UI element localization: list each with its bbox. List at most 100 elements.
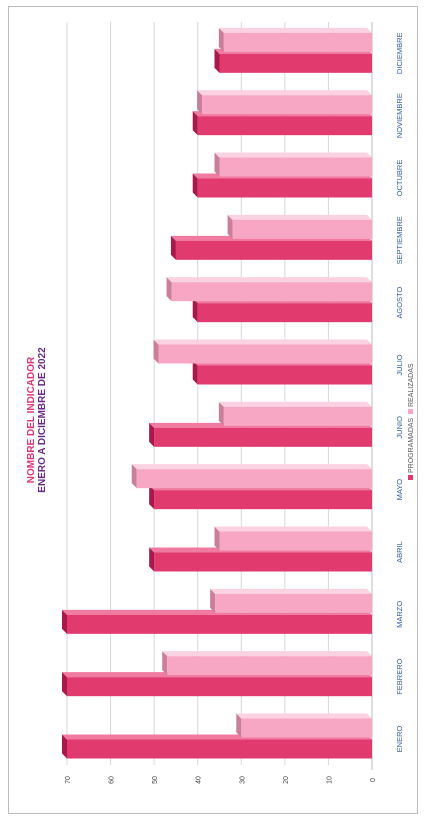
bar-cap-realizadas-julio [153, 339, 159, 364]
bar-side-realizadas-julio [153, 339, 372, 345]
category-group-julio: JULIO [395, 354, 404, 375]
chart-subtitle-group: ENERO A DICIEMBRE DE 2022 [37, 347, 48, 493]
y-tick-label-0: 0 [370, 778, 377, 782]
y-tick-label-60: 60 [109, 776, 116, 784]
y-tick-label-30: 30 [239, 776, 246, 784]
category-label-noviembre: NOVIEMBRE [395, 93, 404, 138]
legend: PROGRAMADAS REALIZADAS [408, 363, 415, 480]
bar-cap-programadas-marzo [62, 609, 67, 634]
bar-realizadas-julio [158, 344, 372, 364]
tick-group-40: 40 [196, 776, 203, 784]
bar-cap-programadas-junio [149, 422, 155, 447]
bar-side-realizadas-diciembre [218, 27, 372, 33]
bar-realizadas-noviembre [202, 95, 372, 115]
bar-cap-programadas-julio [192, 360, 198, 385]
category-label-diciembre: DICIEMBRE [395, 32, 404, 74]
category-group-agosto: AGOSTO [395, 287, 404, 319]
bar-cap-programadas-agosto [192, 298, 198, 323]
bar-cap-realizadas-agosto [166, 277, 172, 302]
bar-cap-programadas-enero [62, 734, 67, 759]
bar-programadas-enero [67, 739, 372, 759]
category-group-febrero: FEBRERO [395, 658, 404, 694]
legend-label-realizadas: REALIZADAS [408, 363, 415, 407]
category-label-febrero: FEBRERO [395, 658, 404, 694]
tick-group-70: 70 [65, 776, 72, 784]
bar-side-realizadas-marzo [210, 588, 372, 594]
bar-realizadas-diciembre [223, 32, 372, 52]
category-label-enero: ENERO [395, 725, 404, 752]
bar-side-realizadas-enero [236, 713, 372, 719]
bar-side-realizadas-febrero [162, 651, 372, 657]
category-label-septiembre: SEPTIEMBRE [395, 216, 404, 264]
tick-group-30: 30 [239, 776, 246, 784]
bar-realizadas-junio [223, 406, 372, 426]
bar-programadas-julio [197, 365, 372, 385]
category-group-abril: ABRIL [395, 541, 404, 563]
bar-programadas-abril [154, 552, 372, 572]
category-group-diciembre: DICIEMBRE [395, 32, 404, 74]
bar-realizadas-agosto [171, 282, 372, 302]
tick-group-20: 20 [283, 776, 290, 784]
tick-group-10: 10 [326, 776, 333, 784]
bar-cap-realizadas-noviembre [197, 90, 203, 115]
category-group-enero: ENERO [395, 725, 404, 752]
bar-realizadas-marzo [215, 593, 372, 613]
category-label-abril: ABRIL [395, 541, 404, 563]
bar-cap-realizadas-junio [218, 401, 224, 426]
bar-cap-programadas-mayo [149, 485, 155, 510]
bar-programadas-septiembre [175, 240, 372, 260]
bar-cap-programadas-febrero [62, 672, 67, 697]
y-tick-label-50: 50 [152, 776, 159, 784]
tick-group-50: 50 [152, 776, 159, 784]
bar-cap-realizadas-enero [236, 713, 242, 738]
bar-programadas-mayo [154, 490, 372, 510]
grid-layer [66, 22, 373, 770]
bar-cap-realizadas-mayo [131, 464, 137, 489]
bar-programadas-noviembre [197, 116, 372, 136]
bar-side-realizadas-septiembre [227, 214, 372, 220]
y-tick-label-10: 10 [326, 776, 333, 784]
category-label-agosto: AGOSTO [395, 287, 404, 319]
bar-realizadas-abril [219, 531, 372, 551]
bar-programadas-febrero [67, 677, 372, 697]
bar-cap-realizadas-abril [214, 526, 220, 551]
bar-side-realizadas-mayo [131, 464, 372, 470]
bar-side-realizadas-noviembre [197, 90, 372, 96]
bar-side-realizadas-junio [218, 401, 372, 407]
bar-cap-programadas-octubre [192, 173, 198, 198]
bar-side-realizadas-abril [214, 526, 372, 532]
category-group-marzo: MARZO [395, 601, 404, 628]
bar-programadas-agosto [197, 303, 372, 323]
chart-title: NOMBRE DEL INDICADOR [26, 356, 37, 483]
bar-cap-programadas-septiembre [170, 235, 176, 260]
bar-programadas-marzo [67, 614, 372, 634]
legend-swatch-realizadas [408, 409, 413, 414]
bar-cap-programadas-noviembre [192, 111, 198, 136]
bar-side-realizadas-octubre [214, 152, 372, 158]
category-label-mayo: MAYO [395, 479, 404, 501]
bar-realizadas-enero [241, 718, 372, 738]
tick-group-0: 0 [370, 778, 377, 782]
bar-realizadas-septiembre [232, 219, 372, 239]
y-tick-label-70: 70 [65, 776, 72, 784]
category-group-junio: JUNIO [395, 416, 404, 439]
bar-realizadas-octubre [219, 157, 372, 177]
bar-realizadas-mayo [136, 469, 372, 489]
bar-side-realizadas-agosto [166, 277, 372, 283]
y-tick-label-40: 40 [196, 776, 203, 784]
bar-cap-realizadas-febrero [162, 651, 168, 676]
category-label-junio: JUNIO [395, 416, 404, 439]
tick-layer: 0 10 20 30 40 50 60 70 [65, 776, 377, 784]
category-label-layer: ENERO FEBRERO MARZO ABRIL MAYO JUNIO JULIO AGOS… [395, 32, 404, 752]
category-group-noviembre: NOVIEMBRE [395, 93, 404, 138]
y-tick-label-20: 20 [283, 776, 290, 784]
bar-programadas-junio [154, 427, 372, 447]
bar-cap-realizadas-marzo [210, 588, 216, 613]
bar-programadas-octubre [197, 178, 372, 198]
bar-cap-realizadas-septiembre [227, 214, 233, 239]
bar-cap-programadas-abril [149, 547, 155, 572]
bar-cap-programadas-diciembre [214, 48, 220, 73]
bar-cap-realizadas-diciembre [218, 27, 224, 52]
category-label-julio: JULIO [395, 354, 404, 375]
